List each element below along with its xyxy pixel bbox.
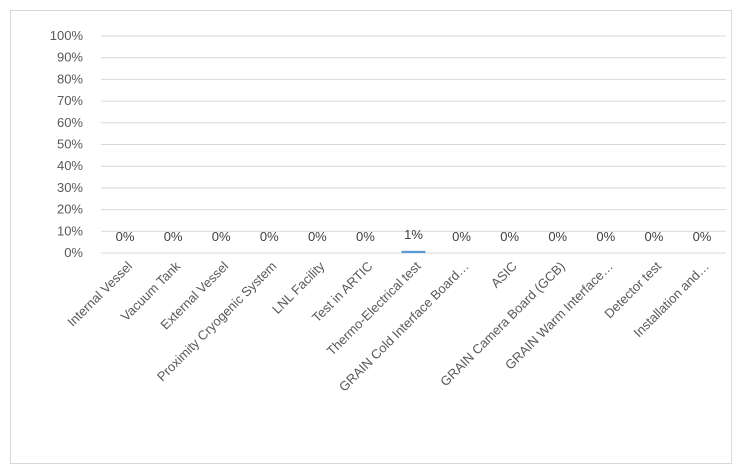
data-label: 0% [212,229,231,244]
y-tick-label: 60% [57,115,83,130]
y-tick-label: 20% [57,202,83,217]
data-label: 0% [452,229,471,244]
y-tick-label: 0% [64,245,83,260]
category-label: Thermo-Electrical test [324,258,424,358]
data-label: 0% [548,229,567,244]
data-label: 0% [308,229,327,244]
y-axis-tick-labels: 0% 10% 20% 30% 40% 50% 60% 70% 80% 90% 100% [50,28,84,260]
data-labels: 0% 0% 0% 0% 0% 0% 1% 0% 0% 0% 0% 0% 0% [116,227,712,244]
bars [401,250,426,253]
y-tick-label: 90% [57,50,83,65]
data-label: 0% [644,229,663,244]
y-tick-label: 80% [57,71,83,86]
data-label: 0% [164,229,183,244]
y-tick-label: 100% [50,28,84,43]
data-label: 0% [356,229,375,244]
y-tick-label: 70% [57,93,83,108]
data-label: 0% [260,229,279,244]
data-label: 0% [116,229,135,244]
bar-chart: 0%10%20%30%40%50%60%70%80%90%100% 0% 0% 0%… [50,28,726,394]
data-label: 0% [693,229,712,244]
y-tick-label: 50% [57,137,83,152]
data-label: 0% [596,229,615,244]
gridlines [101,35,726,254]
bar [401,250,426,253]
chart-frame: 0% 10% 20% 30% 40% 50% 60% 70% 80% 90% 100% 0% 0% 0%… [10,10,732,464]
category-label: ASIC [488,259,520,291]
data-label: 1% [404,227,423,242]
data-label: 0% [500,229,519,244]
y-tick-label: 30% [57,180,83,195]
y-tick-label: 40% [57,158,83,173]
y-tick-label: 10% [57,223,83,238]
